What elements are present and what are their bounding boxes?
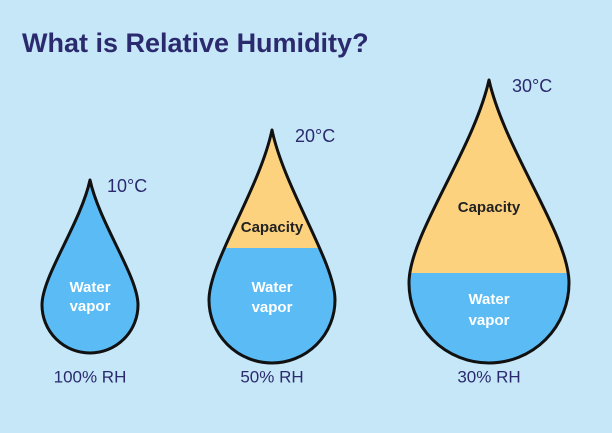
water-vapor-label: vapor	[70, 298, 111, 315]
capacity-label: Capacity	[241, 219, 304, 236]
water-vapor-label: Water	[251, 279, 292, 296]
rh-label: 100% RH	[54, 367, 127, 386]
water-vapor-label: Water	[69, 279, 110, 296]
rh-label: 30% RH	[457, 367, 520, 386]
title: What is Relative Humidity?	[22, 28, 369, 58]
temperature-label: 20°C	[295, 126, 335, 146]
drop-outline	[40, 178, 140, 355]
temperature-label: 10°C	[107, 176, 147, 196]
drop-outline	[407, 78, 571, 365]
drop-outline	[207, 128, 337, 365]
water-vapor-label: Water	[468, 291, 509, 308]
water-vapor-label: vapor	[469, 312, 510, 329]
water-vapor-label: vapor	[252, 299, 293, 316]
capacity-label: Capacity	[458, 199, 521, 216]
vapor-fill	[209, 248, 335, 363]
rh-label: 50% RH	[240, 367, 303, 386]
temperature-label: 30°C	[512, 76, 552, 96]
